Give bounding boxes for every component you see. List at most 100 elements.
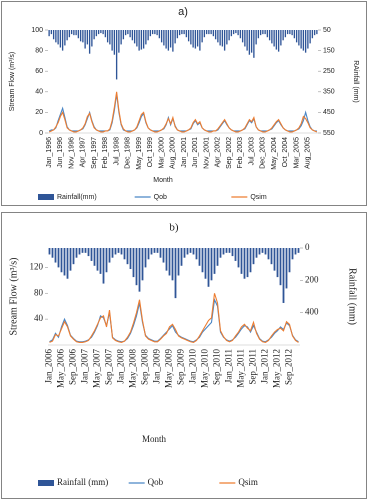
x-tick-label: Jan_2001 <box>181 137 188 168</box>
rain-bar <box>266 30 269 38</box>
flow-line <box>48 93 317 132</box>
x-tick-label: Sep_2007 <box>104 349 114 386</box>
rain-bar <box>151 30 154 35</box>
x-tick-label: Jan_2011 <box>224 349 234 383</box>
y2-tick-label: 0 <box>305 242 310 252</box>
rain-bar <box>102 248 105 284</box>
rain-bar <box>275 30 278 50</box>
rain-bar <box>147 30 149 41</box>
x-tick-label: Jan_2009 <box>152 349 162 384</box>
rain-bar <box>123 248 126 260</box>
rain-bar <box>79 30 82 42</box>
rain-bar <box>243 248 246 279</box>
rain-bar <box>255 30 257 45</box>
rain-bar <box>176 30 179 39</box>
x-tick-label: May_2004 <box>271 137 278 170</box>
rain-bar <box>207 248 210 287</box>
rain-bar <box>273 30 275 47</box>
rain-bar <box>178 30 181 36</box>
rain-bar <box>117 248 120 253</box>
y-tick-label: 60 <box>35 68 43 75</box>
x-tick-label: Feb_2003 <box>237 137 244 169</box>
x-tick-label: Nov_1996 <box>68 137 75 169</box>
rain-bar <box>219 248 222 258</box>
rain-bar <box>145 30 147 45</box>
legend-swatch <box>38 480 54 486</box>
rain-bar <box>190 30 192 45</box>
rain-bar <box>144 248 147 268</box>
rain-bar <box>264 30 266 35</box>
rain-bar <box>95 30 98 37</box>
rain-bar <box>204 248 207 279</box>
y2-tick-label: 200 <box>305 274 319 284</box>
rain-bar <box>228 248 231 253</box>
rain-bar <box>127 30 129 35</box>
rain-bar <box>135 248 138 286</box>
rain-bar <box>54 248 57 263</box>
rain-bar <box>93 30 95 40</box>
rain-bar <box>64 30 66 46</box>
rain-bar <box>246 30 248 51</box>
rain-bar <box>261 248 264 253</box>
rain-bar <box>86 30 89 45</box>
rain-bar <box>77 30 80 39</box>
rain-bar <box>180 248 183 266</box>
rain-bar <box>264 248 267 255</box>
rain-bar <box>277 30 280 52</box>
rain-bar <box>61 30 64 51</box>
rain-bar <box>171 248 174 281</box>
rain-bar <box>147 248 150 260</box>
rain-bar <box>189 248 192 253</box>
rain-bar <box>291 30 293 36</box>
rain-bar <box>313 30 316 36</box>
y2-tick-label: 50 <box>323 27 331 34</box>
x-tick-label: Apr_2002 <box>215 137 222 167</box>
x-tick-label: Mar_2005 <box>293 137 300 169</box>
x-tick-label: May_2010 <box>200 349 210 388</box>
rain-bar <box>226 30 228 45</box>
rain-bar <box>257 30 260 39</box>
x-tick-label: Sep_2011 <box>248 349 258 385</box>
rain-bar <box>142 30 145 49</box>
rain-bar <box>195 248 198 260</box>
rain-bar <box>82 30 84 43</box>
legend-label: Qsim <box>250 194 266 201</box>
rain-bar <box>136 30 138 47</box>
x-tick-label: Apr_1997 <box>80 137 87 167</box>
rain-bar <box>248 30 251 55</box>
chart-title: b) <box>169 222 179 234</box>
rain-bar <box>129 248 132 270</box>
rain-bar <box>196 30 199 47</box>
rain-bar <box>114 248 117 255</box>
rain-bar <box>298 30 300 46</box>
rain-bar <box>253 30 255 58</box>
rain-bar <box>99 248 102 274</box>
rain-bar <box>252 248 255 265</box>
rain-bar <box>192 30 194 48</box>
rain-bar <box>81 248 84 253</box>
x-tick-label: Dec_2003 <box>260 137 267 169</box>
rain-bar <box>168 248 171 276</box>
rain-bar <box>167 30 170 51</box>
x-tick-label: May_2009 <box>164 349 174 388</box>
rain-bar <box>87 248 90 257</box>
rain-bar <box>88 30 91 54</box>
rain-bar <box>214 30 217 40</box>
rain-bar <box>183 248 186 258</box>
x-tick-label: Jun_2001 <box>192 137 199 168</box>
rain-bar <box>111 30 113 51</box>
rain-bar <box>246 248 249 278</box>
rain-bar <box>221 30 224 47</box>
rain-bar <box>262 30 264 35</box>
rain-bar <box>102 30 104 35</box>
rain-bar <box>181 30 183 35</box>
y-axis-label: Stream Flow (m³/s) <box>9 52 16 112</box>
x-tick-label: Jan_2006 <box>44 349 54 384</box>
rain-bar <box>69 248 72 271</box>
rain-bar <box>186 248 189 255</box>
rain-bar <box>232 30 235 35</box>
rain-bar <box>237 30 239 36</box>
y-tick-label: 0 <box>39 130 43 137</box>
rain-bar <box>302 30 305 51</box>
rain-bar <box>150 248 153 255</box>
